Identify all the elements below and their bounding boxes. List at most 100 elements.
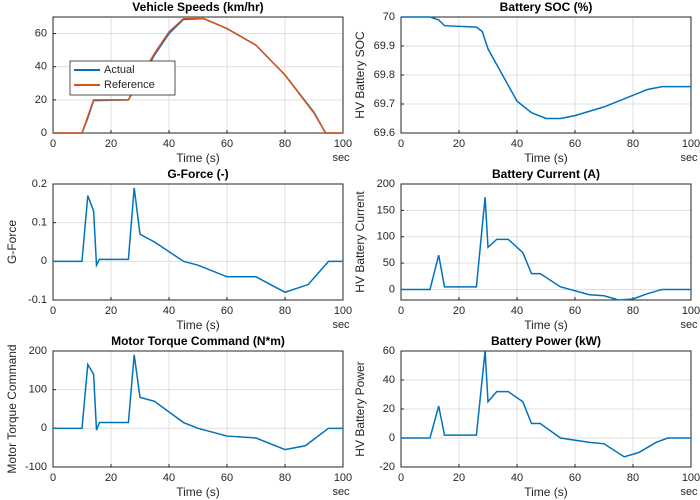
y-tick-label: -0.1 bbox=[28, 294, 47, 306]
y-axis-label: HV Battery SOC bbox=[353, 31, 367, 119]
axes-box bbox=[52, 183, 344, 301]
y-axis-label: HV Battery Power bbox=[353, 361, 367, 456]
x-tick-label: 0 bbox=[50, 472, 56, 484]
y-axis-label: G-Force bbox=[5, 220, 19, 264]
x-tick-label: 100 bbox=[334, 138, 352, 150]
x-tick-label: 20 bbox=[105, 138, 117, 150]
plot-area bbox=[53, 184, 343, 300]
x-axis-label: Time (s) bbox=[524, 485, 568, 499]
axes-box bbox=[400, 183, 692, 301]
x-tick-label: 100 bbox=[682, 138, 700, 150]
y-tick-label: 70 bbox=[383, 11, 395, 23]
axes-box bbox=[400, 350, 692, 468]
y-tick-label: 60 bbox=[383, 345, 395, 357]
x-tick-label: 0 bbox=[50, 305, 56, 317]
x-tick-label: 20 bbox=[453, 472, 465, 484]
x-tick-label: 100 bbox=[334, 305, 352, 317]
x-tick-label: 80 bbox=[279, 305, 291, 317]
subplot: 0 20 40 60 80 100 69.6 69.7 69.8 69.9 70 Battery SO… bbox=[353, 0, 700, 165]
x-tick-label: 40 bbox=[163, 305, 175, 317]
y-tick-label: 100 bbox=[29, 384, 47, 396]
x-tick-label: 80 bbox=[627, 472, 639, 484]
chart-title: Battery SOC (%) bbox=[500, 0, 593, 14]
y-tick-label: 0.2 bbox=[32, 178, 47, 190]
legend-box bbox=[69, 60, 176, 96]
x-unit-label: sec bbox=[680, 152, 698, 164]
x-tick-label: 40 bbox=[511, 138, 523, 150]
x-tick-label: 40 bbox=[163, 472, 175, 484]
subplot: 0 20 40 60 80 100 0 50 100 150 200 Battery Current … bbox=[353, 167, 700, 332]
x-tick-label: 60 bbox=[569, 138, 581, 150]
data-line bbox=[53, 187, 343, 294]
x-tick-label: 60 bbox=[221, 305, 233, 317]
legend-label: Actual bbox=[104, 64, 135, 76]
x-tick-label: 0 bbox=[398, 138, 404, 150]
x-tick-label: 20 bbox=[105, 472, 117, 484]
y-tick-label: 0.1 bbox=[32, 217, 47, 229]
y-tick-label: 69.8 bbox=[374, 69, 395, 81]
y-tick-label: 0 bbox=[389, 283, 395, 295]
y-tick-label: 69.6 bbox=[374, 127, 395, 139]
subplot: 0 20 40 60 80 100 0 20 40 60 Vehicle Speeds (km/hr… bbox=[35, 0, 352, 165]
x-tick-label: 100 bbox=[682, 305, 700, 317]
y-axis-label: HV Battery Current bbox=[353, 191, 367, 293]
y-tick-label: 40 bbox=[383, 374, 395, 386]
legend-label: Reference bbox=[104, 79, 155, 91]
x-tick-label: 0 bbox=[398, 305, 404, 317]
x-axis-label: Time (s) bbox=[524, 151, 568, 165]
y-axis-label: Motor Torque Command bbox=[5, 344, 19, 473]
subplot: 0 20 40 60 80 100-0.100.10.2G-Force (-)Time (… bbox=[5, 167, 352, 332]
x-tick-label: 80 bbox=[627, 138, 639, 150]
y-tick-label: 69.9 bbox=[374, 40, 395, 52]
x-axis-label: Time (s) bbox=[524, 318, 568, 332]
plot-area bbox=[401, 184, 691, 300]
x-tick-label: 80 bbox=[627, 305, 639, 317]
x-axis-label: Time (s) bbox=[176, 318, 220, 332]
x-tick-label: 0 bbox=[398, 472, 404, 484]
y-tick-label: 150 bbox=[377, 204, 395, 216]
x-tick-label: 60 bbox=[569, 472, 581, 484]
x-tick-label: 0 bbox=[50, 138, 56, 150]
y-tick-label: 50 bbox=[383, 257, 395, 269]
y-tick-label: 69.7 bbox=[374, 98, 395, 110]
x-tick-label: 20 bbox=[453, 305, 465, 317]
x-unit-label: sec bbox=[332, 152, 350, 164]
data-line bbox=[401, 16, 691, 120]
y-tick-label: 20 bbox=[383, 403, 395, 415]
x-axis-label: Time (s) bbox=[176, 485, 220, 499]
axes-box bbox=[400, 16, 692, 134]
y-tick-label: -100 bbox=[25, 461, 47, 473]
y-tick-label: 0 bbox=[41, 255, 47, 267]
data-line bbox=[53, 354, 343, 451]
axes-box bbox=[52, 16, 344, 134]
x-unit-label: sec bbox=[680, 486, 698, 498]
plot-area bbox=[53, 351, 343, 467]
x-tick-label: 100 bbox=[334, 472, 352, 484]
chart-title: Vehicle Speeds (km/hr) bbox=[132, 0, 263, 14]
x-tick-label: 40 bbox=[511, 305, 523, 317]
x-unit-label: sec bbox=[680, 319, 698, 331]
x-tick-label: 60 bbox=[569, 305, 581, 317]
y-tick-label: 200 bbox=[377, 178, 395, 190]
x-tick-label: 80 bbox=[279, 138, 291, 150]
data-line bbox=[53, 17, 343, 134]
y-tick-label: 0 bbox=[41, 127, 47, 139]
chart-title: Battery Current (A) bbox=[492, 167, 600, 181]
x-tick-label: 100 bbox=[682, 472, 700, 484]
chart-title: Battery Power (kW) bbox=[491, 334, 601, 348]
x-tick-label: 20 bbox=[453, 138, 465, 150]
y-tick-label: 60 bbox=[35, 27, 47, 39]
x-tick-label: 40 bbox=[163, 138, 175, 150]
y-tick-label: 0 bbox=[389, 432, 395, 444]
chart-title: G-Force (-) bbox=[167, 167, 228, 181]
y-tick-label: 20 bbox=[35, 94, 47, 106]
x-unit-label: sec bbox=[332, 486, 350, 498]
data-line bbox=[401, 350, 691, 458]
y-tick-label: 0 bbox=[41, 422, 47, 434]
y-tick-label: 200 bbox=[29, 345, 47, 357]
y-tick-label: 40 bbox=[35, 61, 47, 73]
x-tick-label: 60 bbox=[221, 472, 233, 484]
